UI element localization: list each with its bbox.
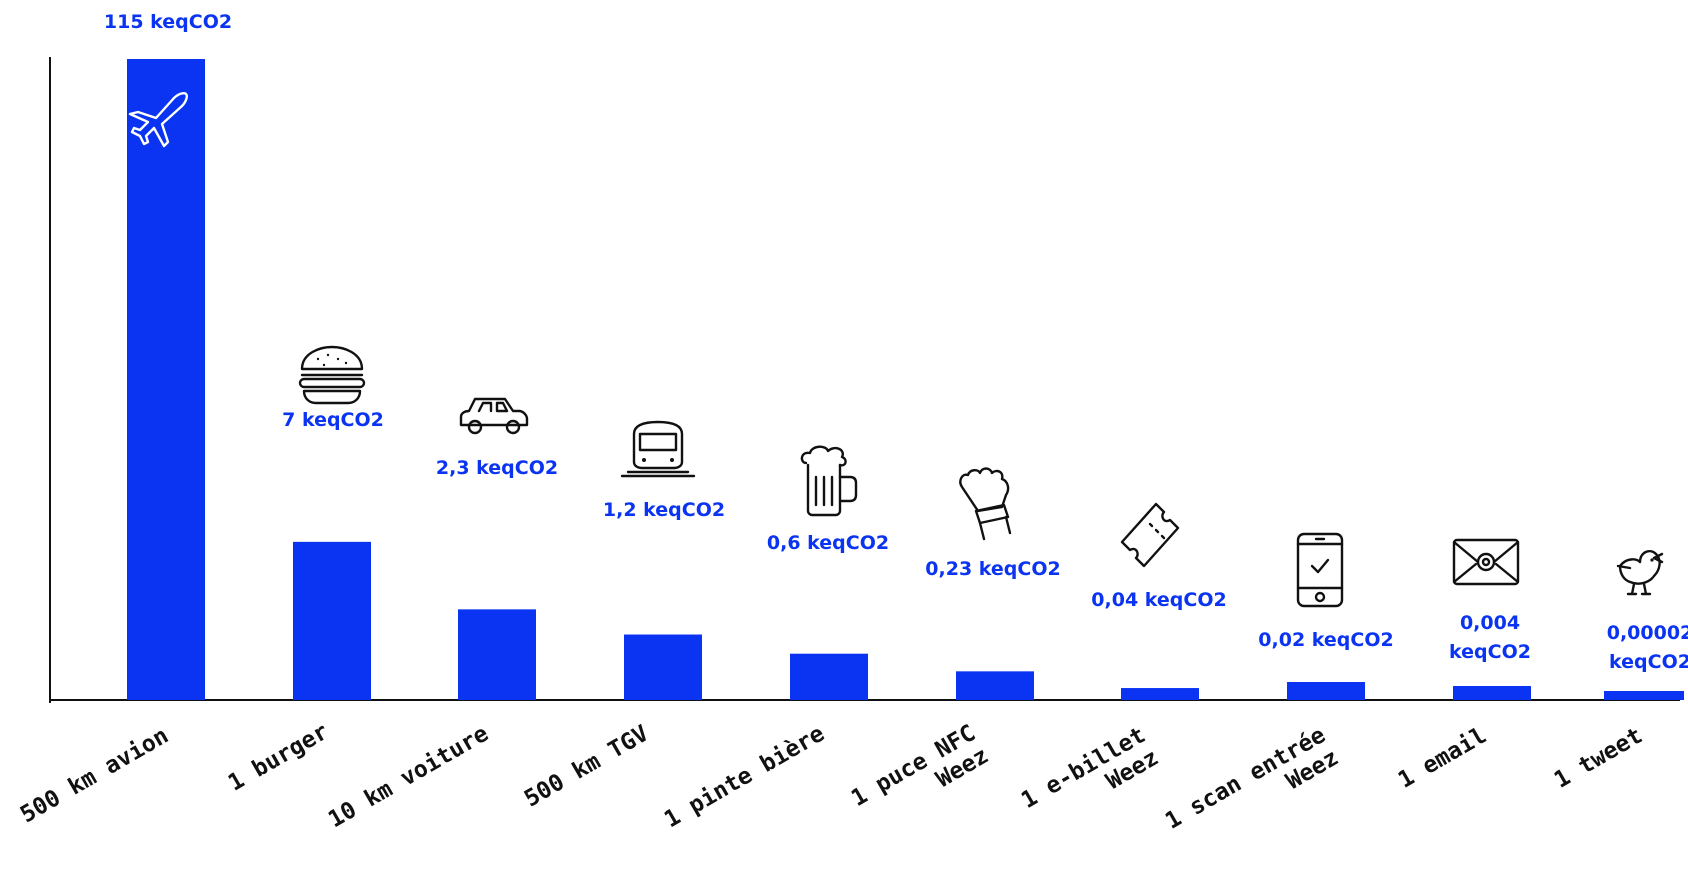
- bar-0: [127, 59, 205, 700]
- bar-2: [458, 609, 536, 700]
- value-label-8: 0,004 keqCO2: [1449, 612, 1531, 663]
- smartphone-check-icon: [1296, 532, 1344, 608]
- train-icon: [620, 420, 696, 478]
- value-label-9: 0,00002 keqCO2: [1607, 622, 1688, 673]
- value-labels-layer: 115 keqCO2 7 keqCO2 2,3 keqCO2 1,2 keqCO2 0,…: [104, 11, 1688, 673]
- car-icon: [459, 397, 529, 435]
- bar-5: [956, 671, 1034, 700]
- category-label-9: 1 tweet: [1550, 723, 1647, 794]
- category-label-0: 500 km avion: [16, 723, 173, 829]
- bird-icon: [1616, 550, 1664, 596]
- bar-8: [1453, 686, 1531, 700]
- category-label-7: 1 scan entréeWeez: [1161, 722, 1343, 857]
- bar-6: [1121, 688, 1199, 700]
- value-label-0: 115 keqCO2: [104, 11, 232, 33]
- wristband-fist-icon: [959, 467, 1012, 541]
- bar-9: [1604, 691, 1684, 700]
- bar-7: [1287, 682, 1365, 700]
- value-label-4: 0,6 keqCO2: [767, 532, 889, 554]
- value-label-5: 0,23 keqCO2: [925, 558, 1060, 580]
- category-label-6: 1 e-billetWeez: [1017, 722, 1163, 836]
- value-label-2: 2,3 keqCO2: [436, 457, 558, 479]
- category-label-2: 10 km voiture: [324, 721, 493, 834]
- category-label-1: 1 burger: [224, 719, 333, 797]
- bars-layer: [127, 59, 1684, 700]
- value-label-7: 0,02 keqCO2: [1258, 629, 1393, 651]
- value-label-1: 7 keqCO2: [282, 409, 384, 431]
- ticket-icon: [1120, 502, 1180, 568]
- airplane-icon: [128, 92, 188, 148]
- beer-mug-icon: [800, 445, 858, 517]
- category-label-4: 1 pinte bière: [660, 721, 829, 834]
- value-label-3: 1,2 keqCO2: [603, 499, 725, 521]
- bar-1: [293, 541, 371, 700]
- bar-4: [790, 653, 868, 700]
- icons-layer: [128, 92, 1664, 608]
- bar-3: [624, 634, 702, 700]
- category-label-3: 500 km TGV: [520, 721, 653, 813]
- burger-icon: [298, 345, 366, 405]
- category-label-5: 1 puce NFCWeez: [847, 720, 993, 834]
- value-label-6: 0,04 keqCO2: [1091, 589, 1226, 611]
- email-envelope-icon: [1452, 538, 1520, 586]
- category-label-8: 1 email: [1394, 723, 1491, 794]
